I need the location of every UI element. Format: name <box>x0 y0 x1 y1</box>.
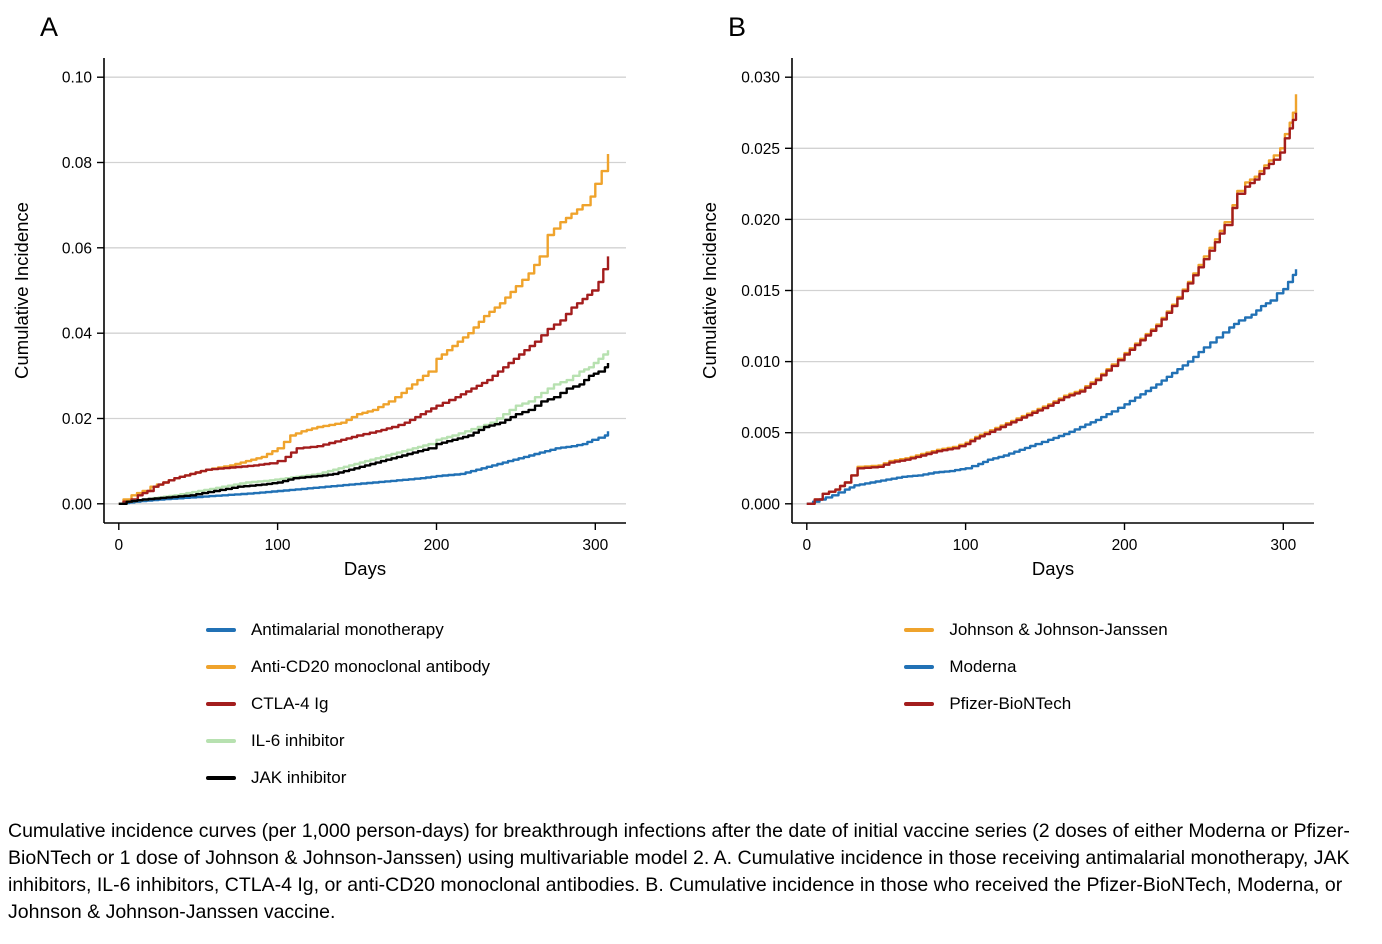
x-tick-label: 0 <box>114 537 123 554</box>
legend-swatch-ctla4 <box>205 701 236 706</box>
legend-swatch-il6 <box>205 738 236 743</box>
legend-item-jak: JAK inhibitor <box>205 759 490 796</box>
y-tick-label: 0.10 <box>62 70 93 87</box>
charts-row: A 0.00 0.02 0.04 0.06 0.08 0.10 0 100 200 300 Days… <box>4 8 1378 796</box>
legend-swatch-jak <box>205 775 236 780</box>
legend-label-il6: IL-6 inhibitor <box>250 730 345 750</box>
y-tick-label: 0.00 <box>62 496 93 513</box>
x-tick-label: 100 <box>953 537 979 554</box>
panel-a-chart: 0.00 0.02 0.04 0.06 0.08 0.10 0 100 200 300 Days Cu… <box>11 58 626 579</box>
y-axis-title: Cumulative Incidence <box>11 202 32 379</box>
panel-b-label: B <box>728 12 747 42</box>
y-tick-label: 0.015 <box>741 283 780 300</box>
panel-b: B 0.000 0.005 0.010 0.015 0.020 0.025 0.030 0 10… <box>692 8 1380 722</box>
legend-label-antimalarial: Antimalarial monotherapy <box>250 619 444 639</box>
series-antimalarial <box>118 431 610 505</box>
legend-swatch-pfizer <box>904 701 935 706</box>
x-tick-label: 300 <box>1270 537 1296 554</box>
x-axis-title: Days <box>1032 558 1074 579</box>
x-axis-title: Days <box>344 558 386 579</box>
y-tick-label: 0.000 <box>741 496 780 513</box>
figure-caption: Cumulative incidence curves (per 1,000 p… <box>8 820 1350 923</box>
panel-b-legend: Johnson & Johnson-Janssen Moderna Pfizer-B… <box>904 611 1168 722</box>
series-ctla4 <box>118 256 610 505</box>
legend-label-moderna: Moderna <box>949 656 1017 676</box>
panel-a: A 0.00 0.02 0.04 0.06 0.08 0.10 0 100 200 300 Days… <box>4 8 692 796</box>
y-tick-label: 0.02 <box>62 411 92 428</box>
panel-a-legend: Antimalarial monotherapy Anti-CD20 monocl… <box>205 611 491 796</box>
series-il6 <box>118 350 610 505</box>
y-tick-label: 0.005 <box>741 425 780 442</box>
legend-item-pfizer: Pfizer-BioNTech <box>904 685 1167 722</box>
y-tick-label: 0.08 <box>62 155 92 172</box>
y-tick-label: 0.030 <box>741 70 780 87</box>
legend-label-anti_cd20: Anti-CD20 monoclonal antibody <box>250 656 491 676</box>
series-jnj <box>806 94 1298 505</box>
series-moderna <box>806 269 1298 505</box>
x-tick-label: 200 <box>424 537 450 554</box>
legend-label-jnj: Johnson & Johnson-Janssen <box>949 619 1168 639</box>
panel-a-label: A <box>40 12 59 42</box>
x-tick-label: 200 <box>1112 537 1138 554</box>
y-tick-label: 0.025 <box>741 141 780 158</box>
legend-swatch-jnj <box>904 627 935 632</box>
legend-item-jnj: Johnson & Johnson-Janssen <box>904 611 1168 648</box>
y-tick-label: 0.04 <box>62 326 93 343</box>
legend-label-pfizer: Pfizer-BioNTech <box>949 693 1072 713</box>
legend-swatch-anti_cd20 <box>205 664 236 669</box>
legend-item-moderna: Moderna <box>904 648 1167 685</box>
legend-label-jak: JAK inhibitor <box>250 767 347 787</box>
legend-swatch-moderna <box>904 664 935 669</box>
legend-item-ctla4: CTLA-4 Ig <box>205 685 490 722</box>
legend-item-anti_cd20: Anti-CD20 monoclonal antibody <box>205 648 491 685</box>
y-tick-label: 0.020 <box>741 212 780 229</box>
y-tick-label: 0.06 <box>62 240 92 257</box>
x-tick-label: 300 <box>582 537 608 554</box>
x-tick-label: 0 <box>802 537 811 554</box>
series-jak <box>118 363 610 505</box>
x-tick-label: 100 <box>265 537 291 554</box>
legend-label-ctla4: CTLA-4 Ig <box>250 693 329 713</box>
legend-item-antimalarial: Antimalarial monotherapy <box>205 611 490 648</box>
legend-swatch-antimalarial <box>205 627 236 632</box>
legend-item-il6: IL-6 inhibitor <box>205 722 490 759</box>
series-pfizer <box>806 112 1298 505</box>
panel-b-chart: 0.000 0.005 0.010 0.015 0.020 0.025 0.030 0 100 2… <box>699 58 1314 579</box>
y-axis-title: Cumulative Incidence <box>699 202 720 379</box>
series-anti_cd20 <box>118 154 610 505</box>
y-tick-label: 0.010 <box>741 354 780 371</box>
